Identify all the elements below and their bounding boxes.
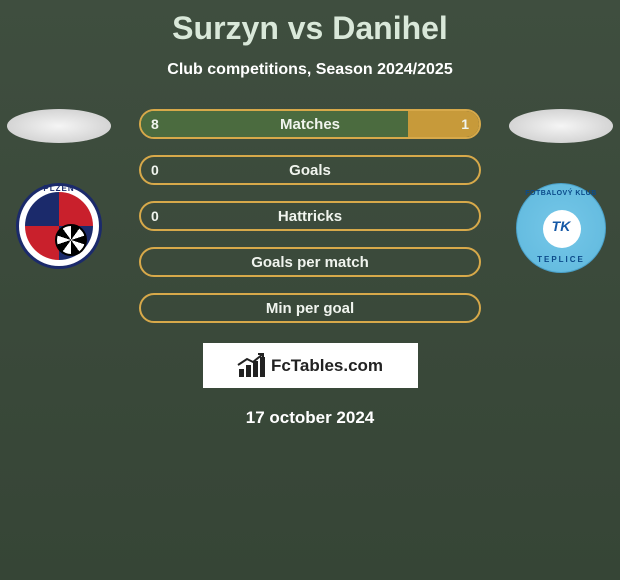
teplice-badge-icon: FOTBALOVÝ KLUB TK TEPLICE	[516, 183, 606, 273]
club-badge-right: FOTBALOVÝ KLUB TK TEPLICE	[512, 183, 610, 269]
watermark-chart-icon	[237, 355, 265, 377]
bar-fill-left	[141, 111, 408, 137]
bar-value-left: 8	[151, 116, 159, 132]
watermark-arrow-icon	[237, 353, 265, 367]
stat-bar: Goals per match	[139, 247, 481, 277]
teplice-center-text: TK	[517, 218, 605, 234]
date-text: 17 october 2024	[0, 408, 620, 428]
stat-bar: 8 1 Matches	[139, 109, 481, 139]
stat-bar: Min per goal	[139, 293, 481, 323]
bar-label: Matches	[280, 116, 340, 133]
plzen-badge-icon: PLZEN	[16, 183, 102, 269]
player-left-slot: PLZEN	[4, 109, 114, 269]
comparison-content: PLZEN FOTBALOVÝ KLUB TK TEPLICE 8 1 Matche…	[0, 109, 620, 428]
bar-label: Min per goal	[266, 300, 354, 317]
page-title: Surzyn vs Danihel	[0, 0, 620, 47]
teplice-top-arc: FOTBALOVÝ KLUB	[517, 190, 605, 197]
bar-label: Goals	[289, 162, 331, 179]
plzen-badge-text: PLZEN	[19, 184, 99, 193]
watermark-box: FcTables.com	[203, 343, 418, 388]
page-subtitle: Club competitions, Season 2024/2025	[0, 61, 620, 79]
player-right-slot: FOTBALOVÝ KLUB TK TEPLICE	[506, 109, 616, 269]
player-left-avatar-placeholder	[7, 109, 111, 143]
stat-bar: 0 Goals	[139, 155, 481, 185]
player-right-avatar-placeholder	[509, 109, 613, 143]
bar-label: Hattricks	[278, 208, 342, 225]
stat-bars-container: 8 1 Matches 0 Goals 0 Hattricks Goals per match…	[139, 109, 481, 323]
bar-value-left: 0	[151, 162, 159, 178]
stat-bar: 0 Hattricks	[139, 201, 481, 231]
bar-value-right: 1	[461, 116, 469, 132]
bar-label: Goals per match	[251, 254, 369, 271]
bar-value-left: 0	[151, 208, 159, 224]
club-badge-left: PLZEN	[10, 183, 108, 269]
watermark-text: FcTables.com	[271, 356, 383, 376]
teplice-bottom-arc: TEPLICE	[517, 255, 605, 264]
